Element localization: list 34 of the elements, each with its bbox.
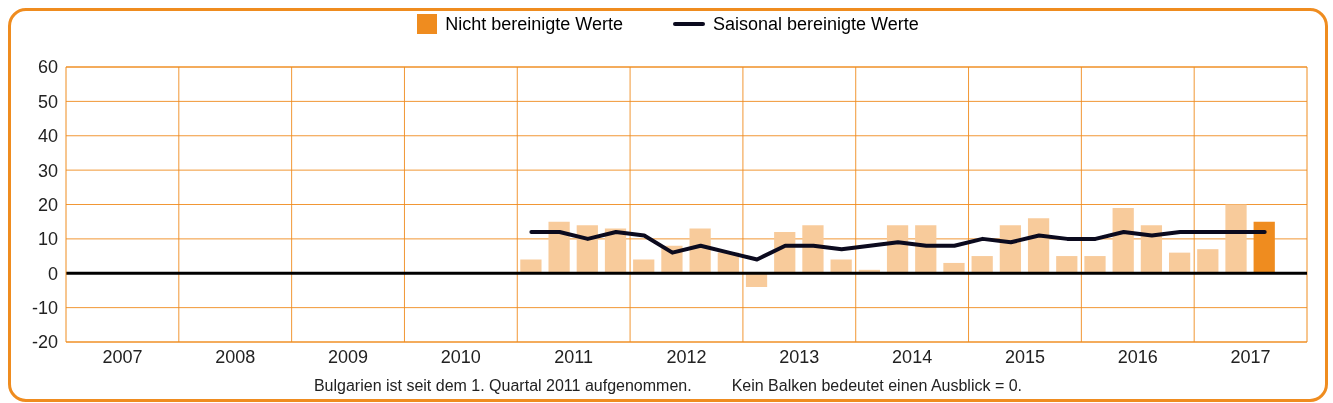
y-tick-label: -10 [31,298,58,319]
bar [1084,256,1106,274]
x-tick-label: 2007 [102,346,143,367]
x-tick-label: 2010 [440,346,481,367]
x-tick-label: 2012 [666,346,707,367]
bar [943,262,965,274]
bar [1168,252,1191,274]
line-series [529,230,1267,262]
y-tick-label: 50 [37,91,58,112]
y-tick-label: 60 [37,57,58,78]
x-tick-label: 2013 [779,346,820,367]
text: Bulgarien ist seit dem 1. Quartal 2011 aufgenommen. [313,377,692,395]
bar [971,256,993,274]
y-tick-label: 0 [47,263,58,284]
y-tick-label: 10 [37,229,58,250]
bar [1112,207,1134,274]
legend-label: Saisonal bereinigte Werte [712,13,919,35]
legend-label: Nicht bereinigte Werte [445,13,623,35]
y-tick-label: 20 [37,194,58,215]
x-tick-label: 2015 [1004,346,1045,367]
x-tick-label: 2014 [892,346,933,367]
y-tick-label: -20 [31,332,58,353]
x-tick-label: 2011 [554,346,594,367]
text: Kein Balken bedeutet einen Ausblick = 0. [731,377,1023,395]
bar [1225,204,1247,274]
y-tick-label: 30 [37,160,58,181]
bar [1197,249,1219,274]
bar [520,259,542,274]
bar [1056,256,1078,274]
y-tick-label: 40 [37,126,58,147]
x-tick-label: 2017 [1230,346,1271,367]
x-tick-label: 2008 [215,346,256,367]
x-tick-label: 2016 [1117,346,1158,367]
x-tick-label: 2009 [328,346,369,367]
